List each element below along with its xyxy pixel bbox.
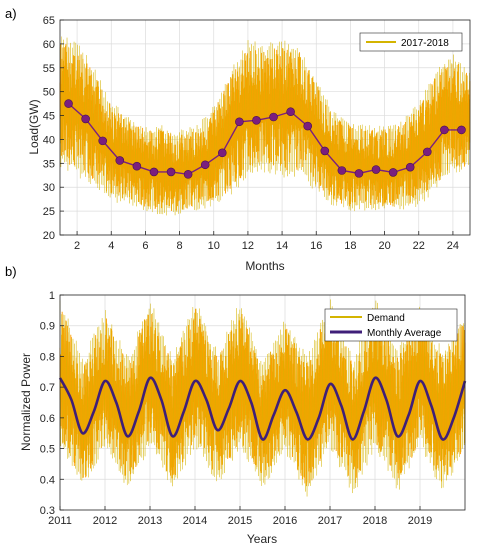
panel-a-label: a) (5, 6, 17, 21)
panel-a-axes-box (59, 19, 471, 236)
panel-b-ticks: 2011 2012 2013 2014 2015 2016 2017 2018 2019 0.3 0… (40, 290, 433, 527)
panel-b-ylabel: Normalized Power (19, 353, 33, 451)
panel-b-label: b) (5, 264, 17, 279)
panel-a-legend-box (359, 32, 463, 52)
monthly-mean-point (457, 125, 466, 135)
monthly-mean-point (166, 167, 176, 177)
x-tick-label: 2013 (138, 515, 162, 527)
monthly-mean-point (286, 107, 295, 117)
monthly-mean-point (405, 162, 415, 172)
panel-a-xlabel: Months (245, 259, 284, 273)
panel-a: a) 2 4 6 8 10 12 14 16 18 20 22 2420253035404550556… (5, 6, 471, 273)
monthly-mean-point (81, 114, 90, 124)
y-tick-label: 0.7 (40, 382, 55, 394)
panel-b-legend: Demand Monthly Average (324, 308, 458, 342)
x-tick-label: 2015 (228, 515, 252, 527)
x-tick-label: 20 (378, 240, 390, 252)
y-tick-label: 45 (43, 111, 55, 123)
x-tick-label: 4 (108, 240, 114, 252)
panel-a-monthly-mean (64, 99, 466, 179)
monthly-mean-point (235, 117, 244, 127)
panel-b-demand-band (59, 299, 466, 497)
panel-b-legend-box (324, 308, 458, 342)
x-tick-label: 8 (177, 240, 183, 252)
panel-a-legend: 2017-2018 (359, 32, 463, 52)
y-tick-label: 20 (43, 230, 55, 242)
monthly-mean-point (371, 165, 381, 174)
panel-a-ylabel: Load(GW) (27, 99, 41, 154)
x-tick-label: 2012 (93, 515, 117, 527)
y-tick-label: 40 (43, 134, 55, 146)
legend-label-demand: Demand (367, 313, 405, 324)
x-tick-label: 2016 (273, 515, 297, 527)
panel-b-xlabel: Years (247, 532, 277, 546)
monthly-mean-point (115, 156, 125, 165)
x-tick-label: 6 (142, 240, 148, 252)
y-tick-label: 0.5 (40, 444, 55, 456)
monthly-mean-point (217, 148, 227, 158)
y-tick-label: 0.4 (40, 474, 55, 486)
monthly-mean-point (388, 168, 398, 177)
x-tick-label: 2017 (318, 515, 342, 527)
monthly-mean-point (132, 161, 142, 171)
x-tick-label: 2 (74, 240, 80, 252)
monthly-mean-point (98, 136, 108, 146)
x-tick-label: 2014 (183, 515, 207, 527)
x-tick-label: 16 (310, 240, 322, 252)
monthly-mean-point (320, 146, 330, 156)
x-tick-label: 24 (447, 240, 459, 252)
average-line (58, 376, 467, 441)
monthly-mean-point (440, 125, 449, 135)
y-tick-label: 30 (43, 182, 55, 194)
x-tick-label: 2019 (408, 515, 432, 527)
panel-b-monthly-average (58, 376, 467, 441)
legend-label-2017-2018: 2017-2018 (401, 38, 449, 49)
y-tick-label: 55 (43, 63, 55, 75)
monthly-mean-point (149, 167, 159, 177)
monthly-mean-point (252, 116, 261, 125)
monthly-mean-point (200, 160, 210, 170)
x-tick-label: 2011 (48, 515, 72, 527)
x-tick-label: 14 (276, 240, 288, 252)
y-tick-label: 60 (43, 39, 55, 51)
y-tick-label: 0.6 (40, 413, 55, 425)
x-tick-label: 18 (344, 240, 356, 252)
y-tick-label: 50 (43, 87, 55, 99)
monthly-mean-point (354, 169, 364, 178)
y-tick-label: 65 (43, 15, 55, 27)
demand-signal-edge (59, 299, 466, 497)
y-tick-label: 1 (49, 290, 55, 302)
panel-b: b) 2011 2012 2013 2014 2015 2016 2017 2018 2019 0… (5, 264, 467, 546)
demand-signal-edge (59, 36, 470, 216)
panel-b-axes-box (59, 294, 466, 511)
x-tick-label: 12 (242, 240, 254, 252)
monthly-mean-point (303, 121, 313, 131)
monthly-mean-point (183, 170, 193, 179)
monthly-mean-point (422, 147, 432, 157)
monthly-mean-point (64, 99, 73, 108)
monthly-mean-point (337, 166, 347, 175)
y-tick-label: 0.9 (40, 321, 55, 333)
y-tick-label: 0.3 (40, 505, 55, 517)
y-tick-label: 35 (43, 158, 55, 170)
x-tick-label: 2018 (363, 515, 387, 527)
y-tick-label: 0.8 (40, 351, 55, 363)
x-tick-label: 22 (413, 240, 425, 252)
legend-label-monthly-average: Monthly Average (367, 328, 442, 339)
monthly-mean-point (269, 112, 278, 122)
x-tick-label: 10 (208, 240, 220, 252)
y-tick-label: 25 (43, 206, 55, 218)
